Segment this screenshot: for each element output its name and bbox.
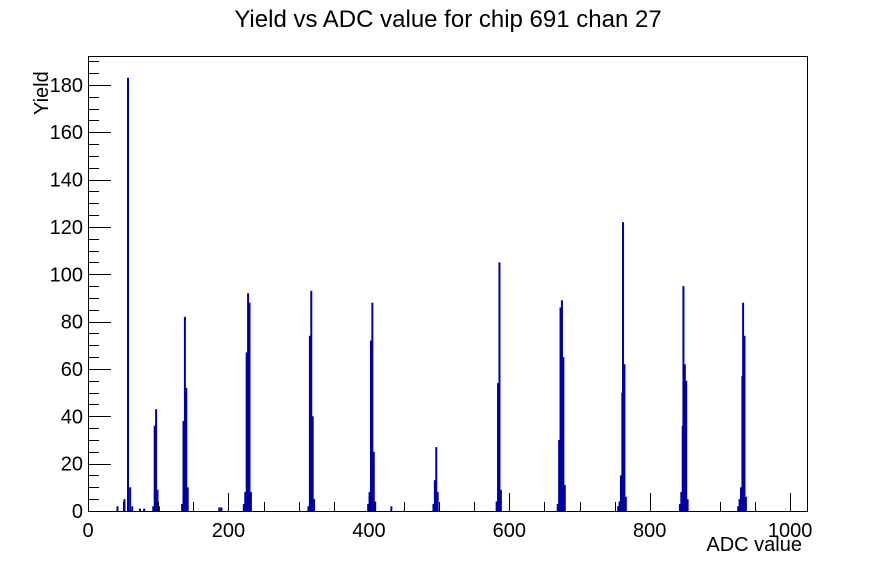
histogram-bin <box>390 506 393 511</box>
histogram-bin <box>432 503 435 511</box>
histogram-bin <box>743 335 746 511</box>
histogram-bin <box>683 364 686 511</box>
histogram-bin <box>186 487 189 511</box>
histogram-bin <box>623 364 626 511</box>
chart-title: Yield vs ADC value for chip 691 chan 27 <box>234 6 662 33</box>
histogram-bin <box>138 508 141 511</box>
histogram-bin <box>744 496 747 511</box>
histogram-bin <box>185 387 188 511</box>
histogram-bin <box>682 286 685 511</box>
histogram-bin <box>242 503 245 511</box>
histogram-bin <box>622 222 625 511</box>
histogram-bin <box>156 489 159 511</box>
histogram-bin <box>310 290 313 511</box>
histogram-bin <box>742 302 745 511</box>
y-tick-label: 20 <box>61 454 83 476</box>
histogram-bin <box>678 503 681 511</box>
histogram-bin <box>311 416 314 511</box>
histogram-bin <box>740 487 742 511</box>
histogram-bin <box>498 262 501 511</box>
histogram-bin <box>436 492 439 511</box>
histogram-bin <box>116 506 119 511</box>
histogram-bin <box>433 480 436 511</box>
histogram-bin <box>369 340 372 511</box>
histogram-bin <box>371 302 374 511</box>
histogram-bin <box>152 506 155 511</box>
histogram-bin <box>560 300 563 511</box>
plot-frame <box>88 56 808 512</box>
histogram-bin <box>308 335 311 511</box>
histogram-bin <box>738 499 741 511</box>
histogram-bin <box>558 439 561 511</box>
histogram-bin <box>127 77 130 511</box>
y-tick-label: 120 <box>50 217 83 239</box>
y-axis-title: Yield <box>31 71 53 115</box>
histogram-bin <box>131 506 134 511</box>
y-tick-label: 100 <box>50 264 83 286</box>
histogram-bin <box>155 409 158 511</box>
histogram-bin <box>619 475 622 511</box>
histogram-bin <box>372 451 375 511</box>
x-tick-label: 1000 <box>768 520 813 542</box>
y-tick-label: 40 <box>61 406 83 428</box>
histogram-bin <box>143 508 146 511</box>
histogram-bin <box>249 492 252 511</box>
x-axis-title: ADC value <box>706 534 802 556</box>
histogram-bin <box>737 506 740 511</box>
histogram-bin <box>562 357 565 511</box>
histogram-bin <box>499 489 502 511</box>
histogram-bin <box>220 507 223 511</box>
histogram-bin <box>153 425 156 511</box>
histogram-bin <box>374 501 377 511</box>
histogram-bin <box>183 316 186 511</box>
x-tick-label: 200 <box>212 520 245 542</box>
histogram-bin <box>617 506 620 511</box>
histogram-bin <box>618 501 621 511</box>
histogram-bin <box>248 302 251 511</box>
x-tick-label: 400 <box>352 520 385 542</box>
y-tick-label: 180 <box>50 75 83 97</box>
histogram-bin <box>313 499 316 511</box>
histogram-bin <box>686 499 689 511</box>
histogram-bin <box>181 503 184 511</box>
histogram-bin <box>182 421 185 511</box>
x-tick-label: 800 <box>633 520 666 542</box>
x-tick-label: 0 <box>82 520 93 542</box>
histogram-bin <box>247 293 250 511</box>
histogram-bin <box>624 496 627 511</box>
histogram-bin <box>129 487 132 511</box>
histogram-bin <box>218 507 221 511</box>
y-tick-label: 140 <box>50 170 83 192</box>
histogram-bin <box>435 447 438 511</box>
histogram-bin <box>245 352 248 511</box>
histogram-bin <box>367 503 370 511</box>
histogram-bin <box>680 492 683 511</box>
y-tick-label: 60 <box>61 359 83 381</box>
histogram-bin <box>497 383 500 511</box>
histogram-bin <box>244 492 247 511</box>
histogram-bin <box>495 501 498 511</box>
histogram-bin <box>556 503 559 511</box>
histogram-bin <box>685 380 688 511</box>
histogram-bin <box>307 506 310 511</box>
y-tick-label: 160 <box>50 122 83 144</box>
x-tick-label: 600 <box>493 520 526 542</box>
y-tick-label: 0 <box>72 501 83 523</box>
histogram-bin <box>563 484 566 511</box>
histogram-bin <box>559 307 562 511</box>
y-tick-label: 80 <box>61 312 83 334</box>
histogram-bin <box>123 499 126 511</box>
